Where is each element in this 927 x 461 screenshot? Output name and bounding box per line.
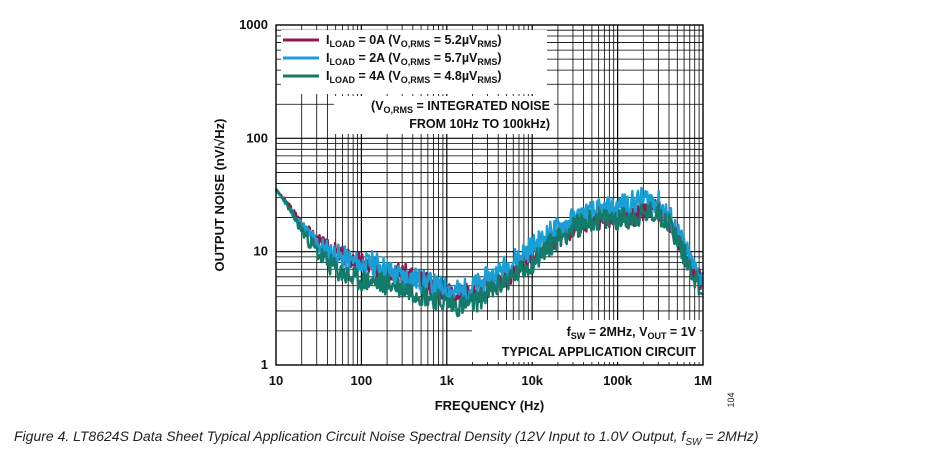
x-tick-label: 1k [440,373,455,388]
circuit-line: TYPICAL APPLICATION CIRCUIT [502,345,697,359]
series-layer [275,186,705,318]
integrated-note-line2: FROM 10Hz TO 100kHz) [409,117,550,131]
legend-entry: ILOAD = 2A (VO,RMS = 5.7µVRMS) [326,51,502,67]
conditions-line: fSW = 2MHz, VOUT = 1V [567,325,697,341]
series-line-2 [275,187,704,318]
y-tick-label: 10 [254,244,268,259]
y-tick-label: 1 [261,357,268,372]
x-axis-title: FREQUENCY (Hz) [435,398,545,413]
legend: ILOAD = 0A (VO,RMS = 5.2µVRMS) ILOAD = 2A… [283,33,502,85]
legend-entry: ILOAD = 0A (VO,RMS = 5.2µVRMS) [326,33,502,49]
y-tick-label: 1000 [239,17,268,32]
figure-code: 104 [726,392,736,407]
legend-entry: ILOAD = 4A (VO,RMS = 4.8µVRMS) [326,69,502,85]
x-tick-label: 100k [603,373,633,388]
x-tick-label: 10k [521,373,543,388]
x-tick-label: 100 [351,373,373,388]
caption-sub: SW [685,436,702,448]
x-tick-labels: 10 100 1k 10k 100k 1M [269,373,712,388]
y-axis-title: OUTPUT NOISE (nV/√Hz) [212,118,227,271]
conditions-box [472,320,700,362]
series-line-1 [275,186,705,304]
y-tick-labels: 1 10 100 1000 [239,17,268,372]
x-tick-label: 1M [694,373,712,388]
caption-prefix: Figure 4. LT8624S Data Sheet Typical App… [14,428,686,444]
y-tick-label: 100 [246,130,268,145]
integrated-note-line1: (VO,RMS = INTEGRATED NOISE [371,99,550,115]
figure-caption: Figure 4. LT8624S Data Sheet Typical App… [14,428,924,448]
legend-box [281,30,547,94]
integrated-note-box [334,96,554,134]
x-tick-label: 10 [269,373,283,388]
caption-suffix: = 2MHz) [701,428,759,444]
plot-frame [275,24,704,366]
